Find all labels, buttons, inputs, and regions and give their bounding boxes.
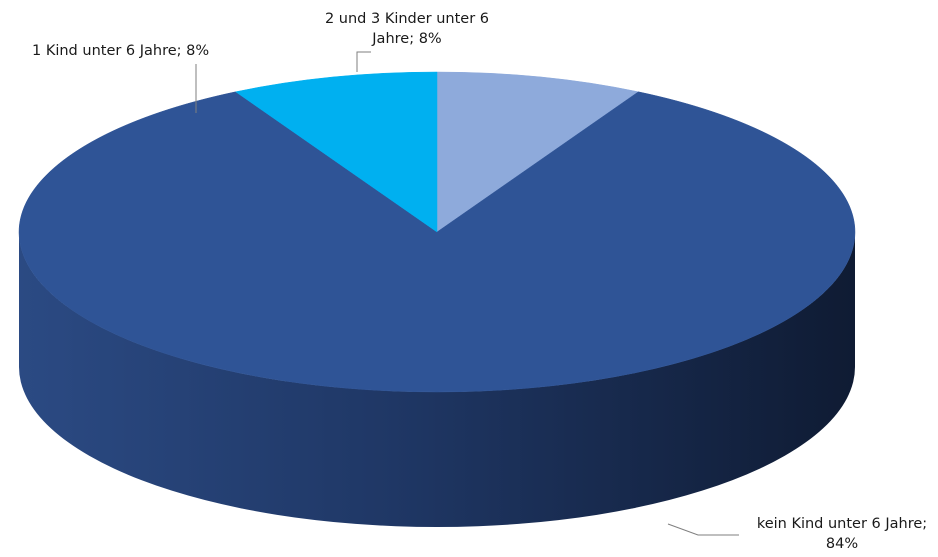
data-label-2-3-kinder-line2: Jahre; 8%: [372, 31, 442, 47]
pie-slices: [18, 71, 856, 393]
pie-slice-2: [235, 71, 438, 233]
data-label-kein-kind-line1: kein Kind unter 6 Jahre;: [756, 516, 928, 532]
leader-line-kein: [667, 523, 739, 536]
data-label-kein-kind-line2: 84%: [825, 536, 859, 552]
data-label-1-kind: 1 Kind unter 6 Jahre; 8%: [32, 43, 210, 59]
leader-line-zwei: [356, 51, 371, 72]
pie-depth: [19, 232, 855, 527]
data-label-2-3-kinder-line1: 2 und 3 Kinder unter 6: [324, 11, 490, 27]
pie-side: [19, 232, 855, 527]
pie-slice-0: [436, 71, 639, 233]
leader-lines: [195, 51, 739, 536]
pie-slice-1: [18, 91, 856, 393]
data-label-kein-kind: kein Kind unter 6 Jahre; 84%: [742, 514, 938, 554]
data-label-2-3-kinder: 2 und 3 Kinder unter 6 Jahre; 8%: [296, 9, 518, 49]
